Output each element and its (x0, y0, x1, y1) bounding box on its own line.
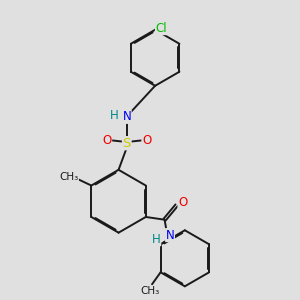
Text: O: O (178, 196, 187, 209)
Text: Cl: Cl (155, 22, 167, 34)
Text: CH₃: CH₃ (59, 172, 78, 182)
Text: H: H (152, 233, 161, 246)
Text: N: N (166, 229, 174, 242)
Text: N: N (122, 110, 131, 123)
Text: H: H (110, 109, 118, 122)
Text: CH₃: CH₃ (141, 286, 160, 296)
Text: O: O (102, 134, 112, 147)
Text: O: O (142, 134, 151, 147)
Text: S: S (123, 137, 131, 150)
